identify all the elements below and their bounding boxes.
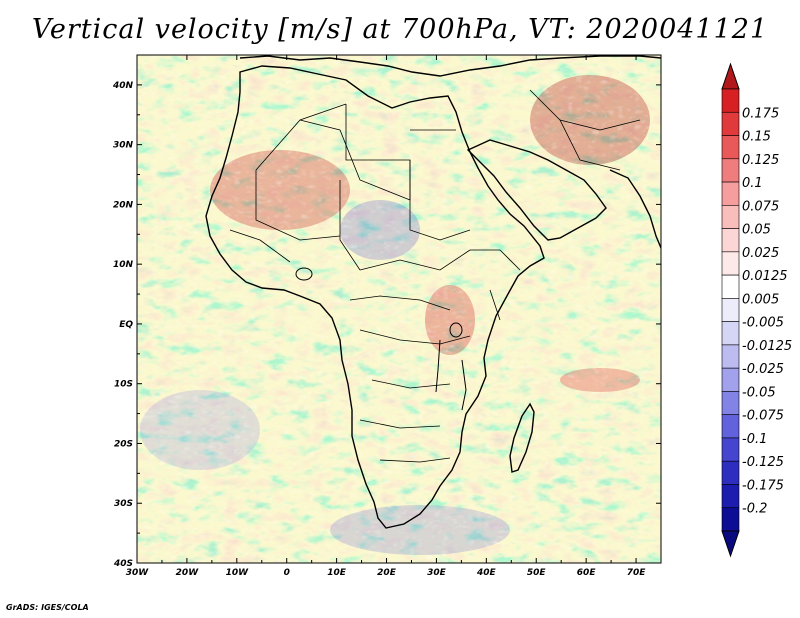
lat-label: EQ — [119, 320, 133, 330]
lat-label: 20S — [114, 439, 133, 449]
colorbar-swatch — [721, 507, 740, 532]
colorbar-swatch — [721, 88, 740, 113]
colorbar-max-arrow — [721, 62, 740, 90]
colorbar-swatch — [721, 251, 740, 276]
lon-label: 60E — [577, 568, 597, 578]
colorbar-swatch — [721, 367, 740, 392]
colorbar-swatch — [721, 414, 740, 439]
country-borders — [229, 89, 641, 463]
colorbar-label: -0.0125 — [742, 339, 792, 354]
lat-label: 20N — [113, 200, 134, 210]
lon-label: 70E — [627, 568, 647, 578]
colorbar-swatch — [721, 111, 740, 136]
lon-label: 40E — [476, 568, 497, 578]
axis-ticks — [136, 54, 662, 564]
colorbar-label: -0.125 — [742, 455, 784, 470]
colorbar-label: 0.005 — [742, 292, 779, 307]
colorbar-label: 0.15 — [742, 130, 771, 145]
lat-label: 10N — [113, 260, 134, 270]
colorbar-swatch — [721, 298, 740, 322]
colorbar-label: -0.025 — [742, 362, 784, 377]
colorbar-label: 0.125 — [742, 153, 779, 168]
colorbar-swatch — [721, 344, 740, 369]
colorbar-swatch — [721, 158, 740, 183]
longitude-labels: 30W 20W 10W 0 10E 20E 30E 40E 50E 60E 70E — [126, 568, 646, 578]
colorbar-swatch — [721, 460, 740, 485]
colorbar-label: 0.05 — [742, 223, 771, 238]
colorbar-swatch — [721, 274, 740, 299]
colorbar-swatch — [721, 205, 740, 229]
colorbar-label: 0.025 — [742, 246, 779, 261]
colorbar-swatch — [721, 228, 740, 253]
velocity-field — [137, 55, 661, 563]
colorbar-label: -0.005 — [742, 316, 784, 331]
colorbar-label: 0.1 — [742, 176, 763, 191]
lakes — [295, 267, 467, 411]
colorbar-swatch — [721, 391, 740, 415]
lat-label: 30S — [114, 499, 133, 509]
lon-label: 50E — [527, 568, 547, 578]
india-coastline — [609, 169, 661, 249]
arabia-coastline — [466, 139, 607, 241]
grads-credit: GrADS: IGES/COLA — [6, 603, 89, 612]
lat-label: 30N — [113, 141, 134, 151]
colorbar-label: -0.175 — [742, 478, 784, 493]
colorbar: 0.175 0.15 0.125 0.1 0.075 0.05 0.025 0.0125 0.0… — [721, 62, 792, 558]
colorbar-label: 0.175 — [742, 106, 779, 121]
europe-coastline — [239, 55, 661, 77]
colorbar-label: -0.2 — [742, 502, 767, 517]
latitude-labels: 40N 30N 20N 10N EQ 10S 20S 30S 40S — [112, 81, 134, 569]
colorbar-swatch — [721, 437, 740, 462]
lon-label: 10W — [226, 568, 250, 578]
lat-label: 40N — [112, 81, 134, 91]
lon-label: 30E — [427, 568, 447, 578]
lon-label: 30W — [126, 568, 150, 578]
lon-label: 20E — [377, 568, 397, 578]
lat-label: 40S — [113, 559, 133, 569]
madagascar-coastline — [509, 402, 535, 473]
coastlines — [205, 55, 661, 529]
colorbar-label: -0.05 — [742, 385, 776, 400]
colorbar-swatch — [721, 321, 740, 346]
colorbar-label: -0.1 — [742, 432, 767, 447]
colorbar-swatch — [721, 135, 740, 160]
lon-label: 0 — [284, 568, 290, 578]
lon-label: 20W — [176, 568, 200, 578]
colorbar-label: -0.075 — [742, 409, 784, 424]
colorbar-min-arrow — [721, 530, 740, 558]
africa-coastline — [205, 65, 545, 529]
colorbar-label: 0.075 — [742, 199, 779, 214]
map-title: Vertical velocity [m/s] at 700hPa, VT: 2… — [31, 14, 769, 45]
colorbar-swatch — [721, 181, 740, 206]
map-frame — [136, 54, 662, 564]
colorbar-swatch — [721, 484, 740, 509]
lat-label: 10S — [114, 380, 133, 390]
lon-label: 10E — [327, 568, 347, 578]
colorbar-label: 0.0125 — [742, 269, 788, 284]
